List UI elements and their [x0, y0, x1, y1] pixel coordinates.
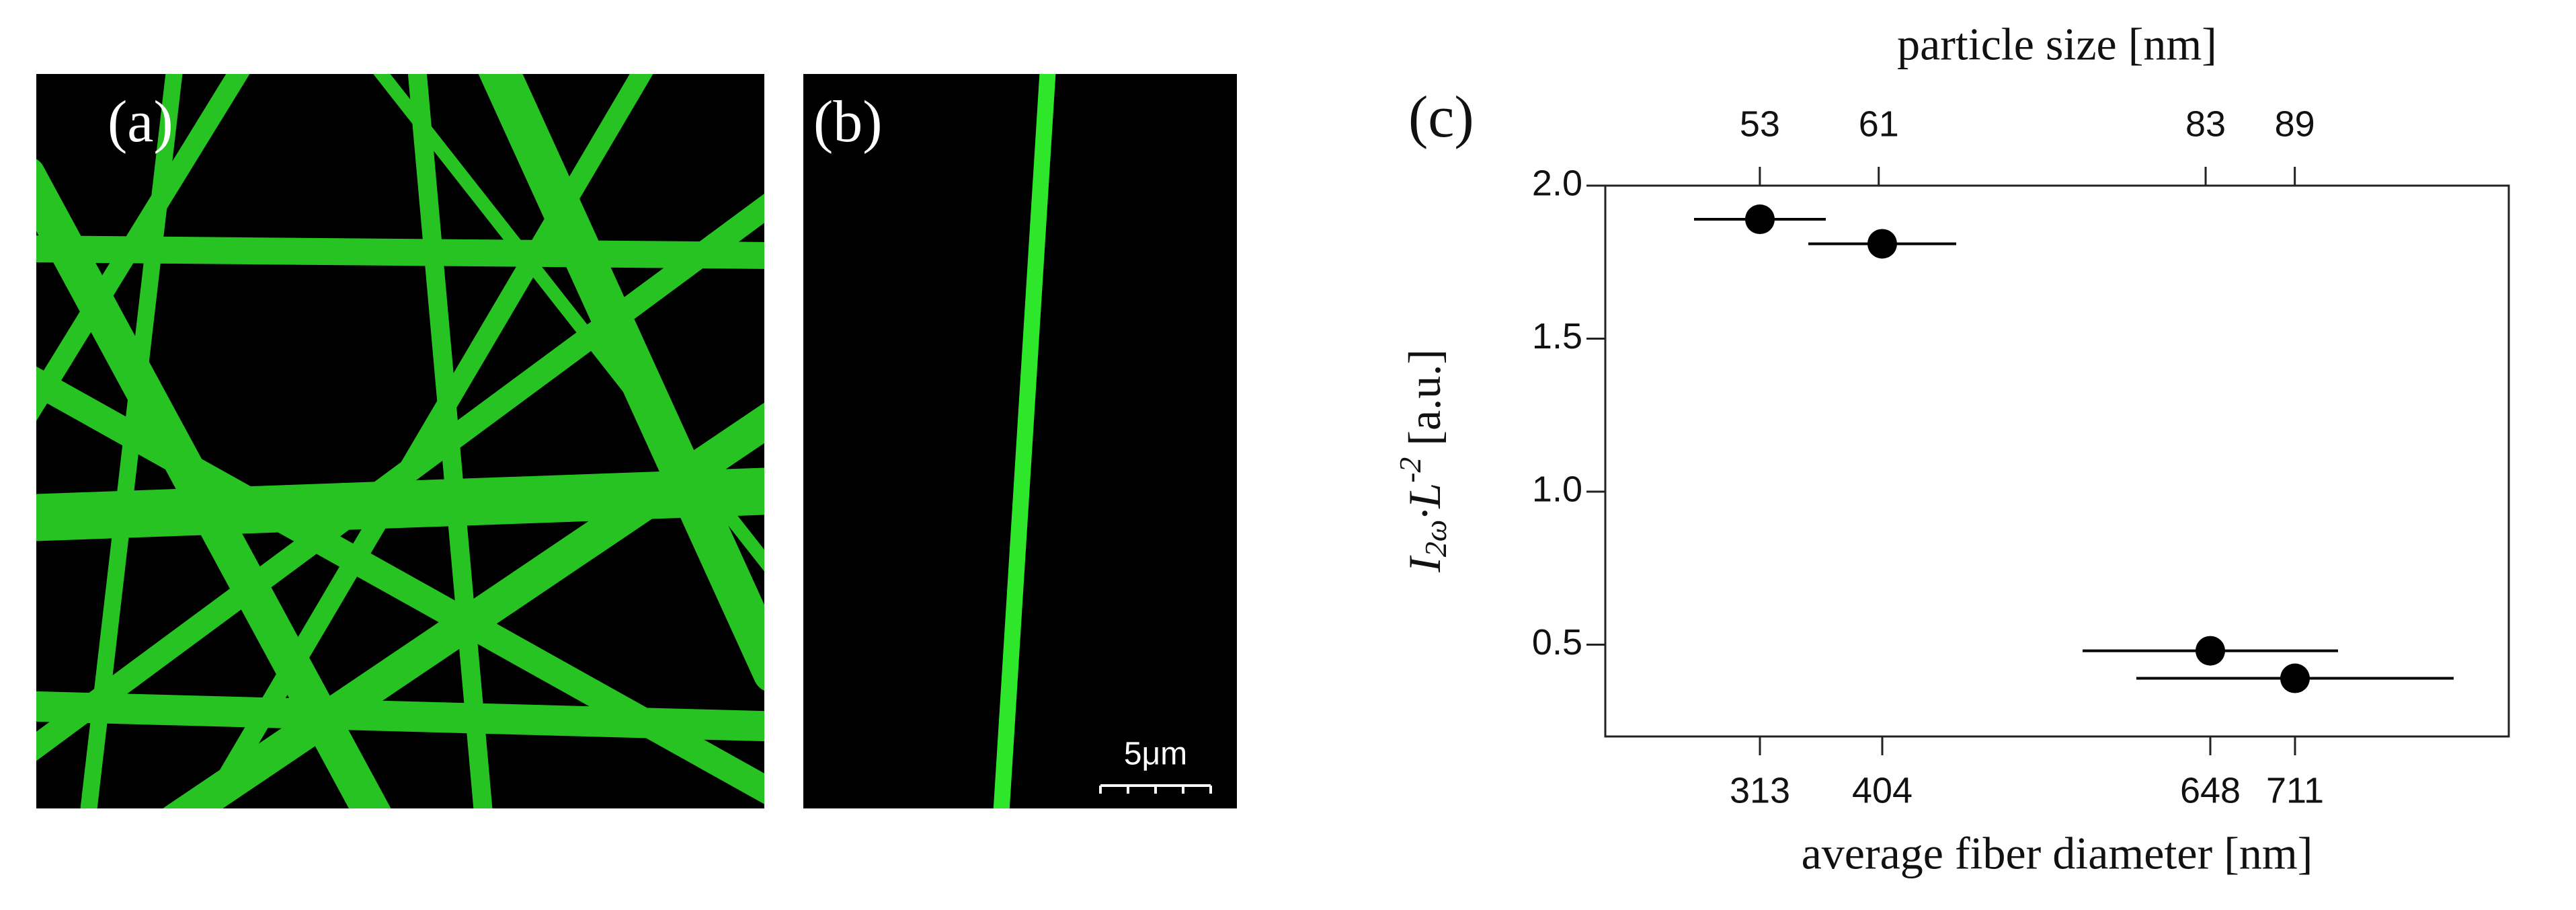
y-tick-label: 1.0 [1532, 469, 1582, 509]
panel-label: (c) [1408, 85, 1474, 150]
micrograph-a: (a) [36, 74, 764, 808]
x2-tick-label: 53 [1740, 104, 1780, 144]
y-tick-label: 2.0 [1532, 163, 1582, 203]
micrograph-b: (b) 5μm [803, 74, 1237, 808]
x2-axis-title: particle size [nm] [1897, 19, 2217, 70]
scale-bar [1099, 784, 1212, 794]
x-tick-label: 648 [2180, 770, 2241, 810]
y-axis-title-part: -2 [1393, 457, 1427, 483]
x-axis-title: average fiber diameter [nm] [1802, 828, 2313, 879]
y-tick-label: 0.5 [1532, 622, 1582, 662]
x2-tick-label: 61 [1859, 104, 1899, 144]
data-point [1745, 204, 1775, 235]
x-tick-label: 404 [1852, 770, 1913, 810]
x2-tick-label: 83 [2185, 104, 2226, 144]
y-axis-title-part: ·L [1399, 483, 1450, 520]
x-tick-label: 711 [2266, 770, 2324, 810]
data-point [2280, 663, 2310, 693]
y-axis-title: I2ω·L-2 [a.u.] [1393, 349, 1453, 573]
scale-bar-label: 5μm [1124, 736, 1187, 772]
y-axis-title-part: I [1399, 555, 1450, 573]
y-axis-title-part: 2ω [1418, 520, 1453, 557]
panel-label: (a) [108, 89, 173, 155]
x-tick-label: 313 [1730, 770, 1790, 810]
y-tick-label: 1.5 [1532, 316, 1582, 356]
data-point [1867, 229, 1897, 259]
x2-tick-label: 89 [2275, 104, 2315, 144]
data-point [2196, 636, 2225, 666]
y-axis-title-part: [a.u.] [1399, 349, 1450, 457]
plot-frame [1604, 184, 2510, 738]
panel-label: (b) [813, 89, 883, 155]
